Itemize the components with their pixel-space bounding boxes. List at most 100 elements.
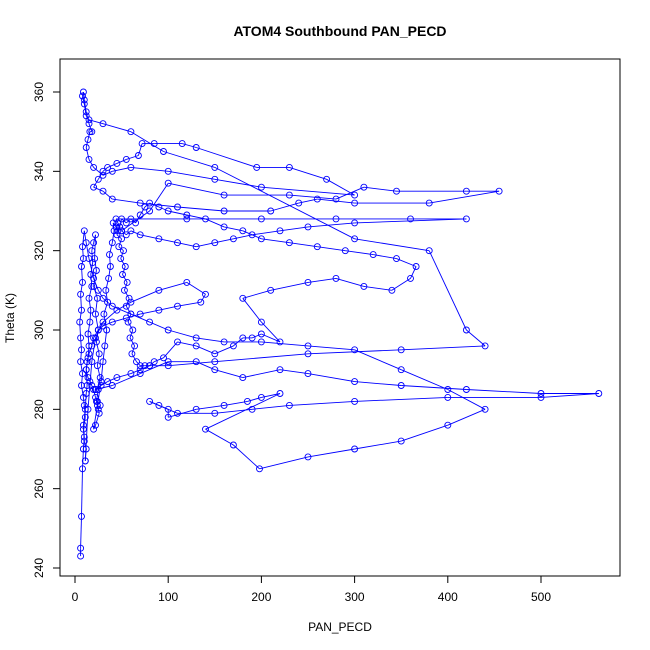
series-segment	[205, 393, 281, 430]
series-segment	[307, 448, 355, 458]
data-point	[285, 191, 293, 199]
series-segment	[105, 290, 109, 303]
data-point	[78, 263, 85, 270]
data-point	[100, 310, 108, 318]
data-point	[108, 382, 116, 389]
data-point	[257, 318, 265, 326]
data-point	[92, 421, 99, 429]
data-point	[155, 306, 163, 314]
data-point	[351, 199, 359, 207]
data-point	[113, 306, 121, 314]
data-point	[202, 425, 209, 433]
series-segment	[401, 345, 486, 351]
series-segment	[82, 246, 84, 259]
data-point	[90, 386, 98, 393]
data-point	[444, 386, 452, 393]
data-point	[127, 370, 135, 378]
data-point	[102, 286, 110, 294]
data-point	[160, 354, 167, 362]
data-point	[105, 274, 113, 282]
data-point	[104, 298, 112, 306]
data-point	[99, 318, 107, 326]
data-point	[88, 342, 96, 350]
data-point	[183, 211, 191, 219]
data-point	[537, 390, 545, 397]
data-point	[127, 163, 135, 171]
data-point	[462, 187, 470, 195]
series-segment	[97, 405, 101, 410]
series-segment	[129, 337, 135, 347]
series-segment	[177, 206, 225, 212]
data-point	[351, 378, 359, 386]
data-point	[79, 465, 86, 473]
data-point	[397, 437, 405, 445]
series-segment	[186, 282, 206, 295]
series-1	[79, 88, 503, 393]
data-point	[178, 140, 186, 148]
series-segment	[139, 206, 146, 216]
series-segment	[345, 250, 374, 256]
data-point	[276, 366, 284, 374]
data-point	[103, 326, 111, 334]
data-point	[164, 413, 172, 421]
data-point	[82, 366, 90, 374]
series-segment	[401, 385, 467, 390]
data-point	[84, 136, 92, 144]
data-point	[82, 144, 90, 151]
series-segment	[120, 250, 124, 259]
data-point	[127, 128, 135, 136]
data-point	[393, 255, 400, 263]
data-point	[257, 330, 265, 338]
data-point	[115, 243, 123, 251]
series-segment	[85, 115, 90, 121]
data-point	[124, 318, 132, 326]
plot-area	[76, 88, 603, 560]
data-point	[141, 362, 149, 370]
data-point	[129, 326, 137, 334]
series-segment	[182, 143, 197, 148]
x-tick-label: 100	[158, 590, 178, 604]
series-segment	[168, 408, 197, 418]
series-segment	[80, 516, 82, 549]
data-point	[239, 294, 247, 302]
data-point	[155, 203, 163, 211]
series-segment	[93, 389, 96, 398]
series-segment	[93, 179, 99, 188]
series-segment	[127, 321, 134, 331]
data-point	[122, 219, 130, 227]
series-segment	[168, 182, 225, 196]
series-segment	[80, 361, 83, 374]
data-point	[239, 334, 247, 342]
data-point	[285, 401, 293, 409]
series-segment	[261, 321, 281, 343]
data-point	[79, 445, 87, 453]
chart-title: ATOM4 Southbound PAN_PECD	[233, 23, 446, 39]
data-point	[481, 342, 489, 350]
data-point	[78, 382, 85, 389]
series-segment	[83, 405, 86, 418]
series-segment	[224, 400, 248, 406]
data-point	[108, 302, 116, 310]
series-segment	[196, 337, 225, 343]
data-point	[412, 263, 420, 270]
data-point	[351, 397, 359, 405]
data-point	[304, 223, 312, 231]
series-segment	[116, 158, 127, 164]
data-point	[97, 378, 105, 386]
data-point	[397, 346, 405, 354]
series-segment	[410, 266, 417, 279]
data-point	[79, 92, 86, 100]
series-segment	[233, 444, 260, 470]
series-segment	[83, 103, 87, 116]
series-segment	[214, 369, 243, 379]
series-segment	[87, 333, 90, 346]
data-point	[211, 175, 219, 183]
series-segment	[252, 404, 290, 410]
series-segment	[289, 400, 355, 406]
data-point	[117, 255, 125, 263]
series-2	[76, 227, 603, 473]
data-point	[99, 187, 107, 195]
data-point	[88, 282, 96, 290]
x-tick-label: 200	[251, 590, 271, 604]
